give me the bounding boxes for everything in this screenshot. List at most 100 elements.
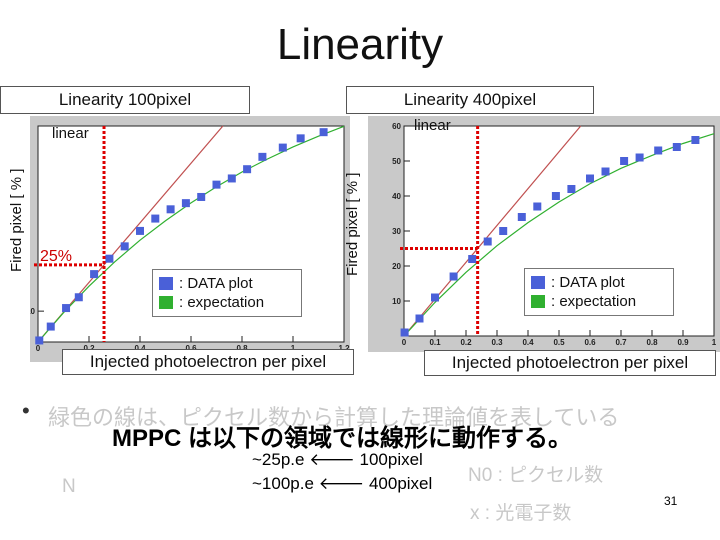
data-point [105, 254, 114, 263]
main-statement: MPPC は以下の領域では線形に動作する。 [112, 425, 573, 452]
data-point [120, 242, 129, 251]
expectation-curve [403, 133, 715, 337]
x-axis-label-100pixel: Injected photoelectron per pixel [62, 349, 354, 375]
x-tick-label: 0.8 [236, 344, 248, 353]
legend-item-expectation: : expectation [531, 292, 667, 311]
y-tick-label: 40 [392, 192, 401, 201]
chart-panel-100pixel: 0 0.2 0.4 0.6 0.8 1 1.2 10 linear 25% [30, 116, 350, 362]
faded-formula: N [62, 476, 76, 497]
legend-item-data: : DATA plot [159, 274, 295, 293]
data-point [601, 167, 610, 176]
range-400pixel: ~100p.e 🡐 400pixel [252, 474, 433, 493]
data-point [517, 213, 526, 221]
x-tick-label: 0.1 [429, 338, 441, 347]
slide-title: Linearity [276, 20, 444, 69]
data-point [449, 272, 458, 281]
x-tick-label: 0.8 [646, 338, 658, 347]
data-point [533, 202, 542, 211]
green-swatch [159, 296, 173, 309]
data-point [319, 128, 328, 137]
x-tick-label: 1 [712, 338, 717, 347]
data-point [431, 293, 439, 302]
data-point [620, 157, 629, 165]
linear-label: linear [52, 125, 89, 142]
data-point [691, 136, 700, 144]
data-point [74, 293, 83, 302]
data-point [654, 146, 663, 155]
data-point [296, 134, 305, 143]
x-tick-label: 0 [402, 338, 407, 347]
data-point [151, 214, 160, 223]
data-point [258, 152, 267, 161]
legend-100pixel: : DATA plot : expectation [152, 269, 302, 317]
legend-expectation-label: : expectation [551, 293, 637, 310]
y-tick-label: 20 [392, 262, 401, 271]
data-point [243, 165, 252, 174]
linear-label: linear [414, 117, 451, 134]
data-point [468, 255, 477, 263]
data-point [136, 226, 144, 235]
data-point [227, 174, 236, 183]
bullet-marker: • [22, 398, 30, 423]
data-point [400, 328, 409, 337]
x-tick-label: 0.6 [185, 344, 197, 353]
legend-item-expectation: : expectation [159, 293, 295, 312]
y-axis-label-400pixel: Fired pixel [ % ] [344, 172, 361, 276]
legend-item-data: : DATA plot [531, 273, 667, 292]
y-tick-label: 10 [30, 307, 36, 316]
data-point [672, 143, 681, 151]
threshold-label: 25% [40, 248, 72, 265]
x-tick-label: 0.2 [83, 344, 95, 353]
faded-caption: 緑色の線は、ピクセル数から計算した理論値を表している [48, 405, 620, 430]
data-point [567, 185, 576, 193]
chart-panel-400pixel: 0 0.1 0.2 0.3 0.4 0.5 0.6 0.7 0.8 0.9 1 10 20 30 40 50 6… [368, 116, 720, 352]
data-point [46, 322, 55, 331]
x-tick-label: 0.3 [491, 338, 503, 347]
chart-header-100pixel: Linearity 100pixel [0, 86, 250, 114]
range-100pixel: ~25p.e 🡐 100pixel [252, 450, 423, 469]
expectation-curve [37, 125, 345, 343]
x-tick-label: 0.4 [134, 344, 146, 353]
chart-plot-100pixel: 0 0.2 0.4 0.6 0.8 1 1.2 10 linear 25% [30, 125, 350, 353]
x-tick-label: 0.7 [615, 338, 627, 347]
data-point [635, 153, 644, 162]
data-point [166, 205, 175, 214]
x-tick-label: 0 [36, 344, 41, 353]
x-tick-label: 0.4 [522, 338, 534, 347]
data-point [551, 192, 560, 200]
legend-data-label: : DATA plot [179, 275, 253, 292]
y-axis-label-100pixel: Fired pixel [ % ] [8, 168, 25, 272]
x-tick-label: 1.2 [338, 344, 350, 353]
legend-data-label: : DATA plot [551, 274, 625, 291]
data-point [62, 304, 71, 313]
blue-swatch [159, 277, 173, 290]
x-tick-label: 0.6 [584, 338, 596, 347]
x-tick-label: 0.9 [677, 338, 689, 347]
data-point [35, 336, 44, 345]
x-tick-label: 1 [291, 344, 296, 353]
x-tick-label: 0.5 [553, 338, 565, 347]
faded-x-definition: x : 光電子数 [470, 503, 572, 524]
data-point [278, 143, 287, 152]
chart-plot-400pixel: 0 0.1 0.2 0.3 0.4 0.5 0.6 0.7 0.8 0.9 1 10 20 30 40 50 6… [368, 117, 717, 347]
data-point [483, 237, 492, 246]
x-axis-label-400pixel: Injected photoelectron per pixel [424, 350, 716, 376]
chart-header-400pixel: Linearity 400pixel [346, 86, 594, 114]
data-point [415, 314, 424, 323]
data-point [181, 199, 190, 208]
data-point [90, 270, 99, 279]
y-tick-label: 10 [392, 297, 401, 306]
y-tick-label: 60 [392, 122, 401, 131]
x-tick-label: 0.2 [460, 338, 472, 347]
data-point [197, 192, 206, 201]
blue-swatch [531, 276, 545, 289]
legend-400pixel: : DATA plot : expectation [524, 268, 674, 316]
faded-n0-definition: N0 : ピクセル数 [468, 465, 604, 486]
data-point [499, 227, 508, 235]
page-number: 31 [664, 494, 678, 508]
data-point [212, 180, 221, 189]
green-swatch [531, 295, 545, 308]
data-point [586, 174, 594, 183]
legend-expectation-label: : expectation [179, 294, 265, 311]
y-tick-label: 30 [392, 227, 401, 236]
